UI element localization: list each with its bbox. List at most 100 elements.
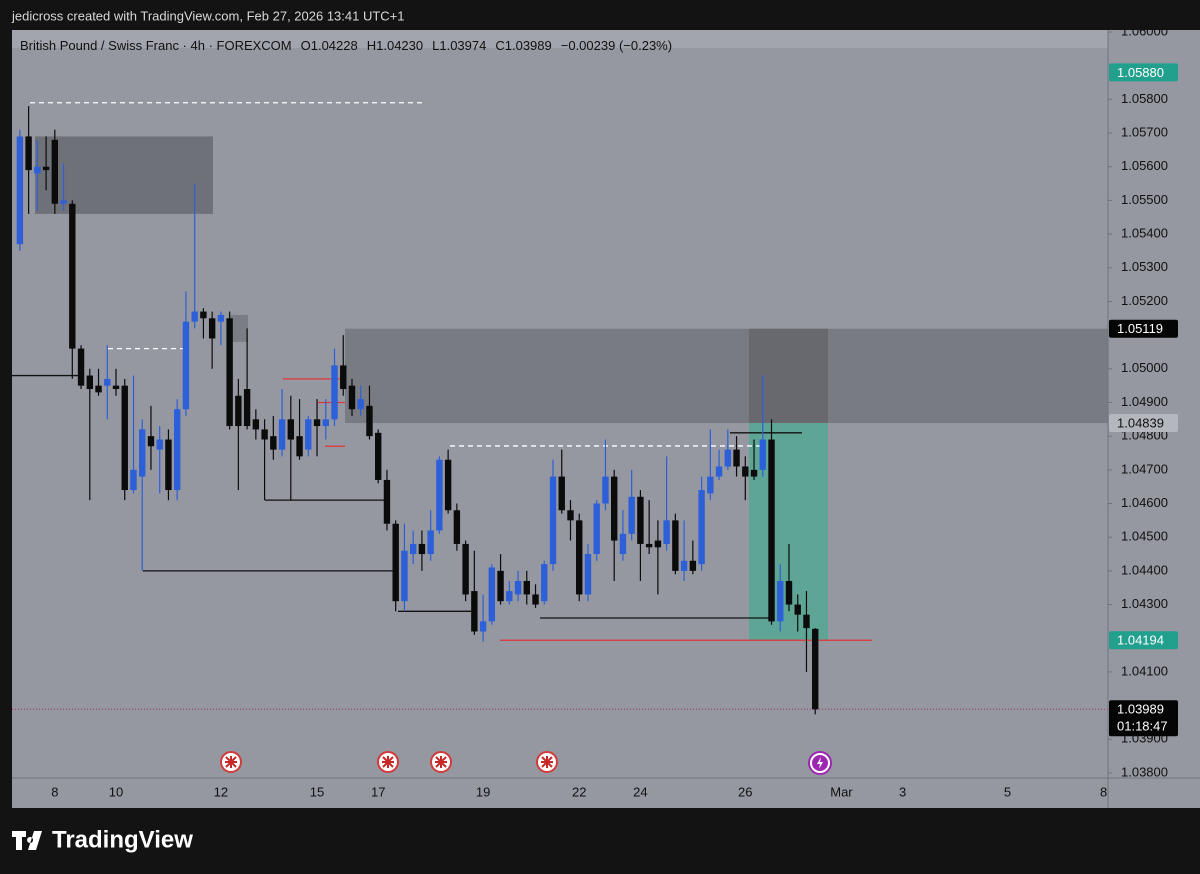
price-tag-label: 1.05880: [1117, 65, 1164, 80]
candle-body: [34, 166, 41, 174]
candle-body: [296, 436, 303, 457]
candle-body: [243, 389, 251, 427]
price-tag: [1109, 63, 1178, 82]
event-uk[interactable]: [220, 751, 242, 773]
price-tag-label: 1.05119: [1117, 321, 1163, 336]
x-tick-label: 12: [214, 784, 228, 799]
x-tick-label: 19: [476, 784, 490, 799]
candle-body: [16, 136, 24, 245]
candle-body: [637, 496, 644, 544]
candle-body: [453, 510, 461, 544]
brand-logo: TradingView: [12, 826, 193, 853]
x-tick-label: 5: [1004, 784, 1011, 799]
zone: [749, 328, 828, 424]
candle-body: [409, 543, 417, 555]
countdown-label: 01:18:47: [1117, 719, 1168, 734]
candle-body: [724, 449, 732, 467]
candle-body: [768, 439, 775, 622]
candle-body: [121, 385, 128, 491]
price-tag-label: 1.03989: [1117, 702, 1164, 717]
price-tag: [1109, 414, 1178, 433]
candle-body: [25, 136, 32, 171]
candle-body: [619, 533, 627, 555]
candle-body: [270, 436, 277, 450]
legend-item: O1.04228: [301, 38, 358, 53]
candle-body: [305, 419, 312, 450]
candle-body: [147, 436, 155, 447]
candle-body: [383, 479, 391, 524]
x-tick-label: 15: [310, 784, 324, 799]
candle-body: [287, 419, 295, 440]
candle-body: [252, 419, 260, 430]
candle-body: [331, 365, 338, 420]
legend-item: −0.00239 (−0.23%): [561, 38, 672, 53]
candle-body: [707, 476, 714, 494]
candle-body: [375, 432, 382, 480]
candle-body: [366, 405, 373, 437]
candle-body: [750, 469, 758, 477]
candle-body: [680, 560, 688, 571]
zone: [230, 314, 248, 342]
candle-body: [401, 550, 408, 602]
logo-mark: [12, 831, 42, 850]
y-tick-label: 1.04100: [1121, 663, 1168, 678]
candle-body: [777, 580, 784, 622]
candle-body: [69, 203, 76, 349]
symbol-legend: British Pound / Swiss Franc · 4h · FOREX…: [20, 38, 672, 53]
price-tag-label: 1.04194: [1117, 633, 1164, 648]
y-tick-label: 1.05600: [1121, 158, 1168, 173]
candle-body: [514, 580, 522, 595]
y-tick-label: 1.05700: [1121, 124, 1168, 139]
candle-body: [104, 378, 111, 386]
candle-body: [733, 449, 740, 467]
candle-body: [672, 520, 679, 571]
candle-body: [208, 318, 216, 339]
candle-body: [51, 139, 59, 204]
candle-body: [444, 459, 452, 511]
candle-body: [313, 419, 321, 427]
candle-body: [715, 466, 723, 477]
legend-item: H1.04230: [367, 38, 423, 53]
x-tick-label: 8: [1100, 784, 1107, 799]
candle-body: [645, 543, 653, 548]
candle-body: [742, 466, 749, 477]
candle-body: [549, 476, 557, 565]
candle-body: [602, 476, 609, 504]
candle-body: [235, 395, 242, 427]
candle-body: [130, 469, 137, 491]
x-tick-label: 10: [109, 784, 123, 799]
candle-body: [60, 200, 67, 204]
y-tick-label: 1.04700: [1121, 461, 1168, 476]
y-tick-label: 1.04500: [1121, 529, 1168, 544]
candle-body: [261, 429, 268, 440]
candle-body: [462, 543, 469, 595]
candle-body: [698, 490, 705, 565]
event-uk[interactable]: [377, 751, 399, 773]
candle-body: [759, 439, 766, 470]
event-uk[interactable]: [430, 751, 452, 773]
candle-body: [479, 621, 487, 632]
event-uk[interactable]: [536, 751, 558, 773]
candle-body: [488, 567, 496, 622]
zone: [345, 328, 1108, 424]
candle-body: [812, 628, 819, 710]
event-dividend[interactable]: [808, 751, 832, 775]
candle-body: [785, 580, 793, 605]
candle-body: [156, 439, 163, 450]
x-tick-label: 8: [51, 784, 58, 799]
x-tick-label: 26: [738, 784, 752, 799]
header-text: jedicross created with TradingView.com, …: [11, 8, 405, 23]
candle-body: [112, 385, 120, 390]
candle-body: [322, 419, 329, 427]
y-tick-label: 1.05800: [1121, 91, 1168, 106]
candle-body: [191, 311, 198, 322]
candle-body: [139, 429, 146, 477]
price-tag-label: 1.04839: [1117, 415, 1164, 430]
candle-body: [200, 311, 207, 319]
price-tag: [1109, 700, 1178, 737]
event-icons: [220, 751, 832, 775]
candle-body: [95, 385, 102, 393]
y-tick-label: 1.05000: [1121, 360, 1168, 375]
